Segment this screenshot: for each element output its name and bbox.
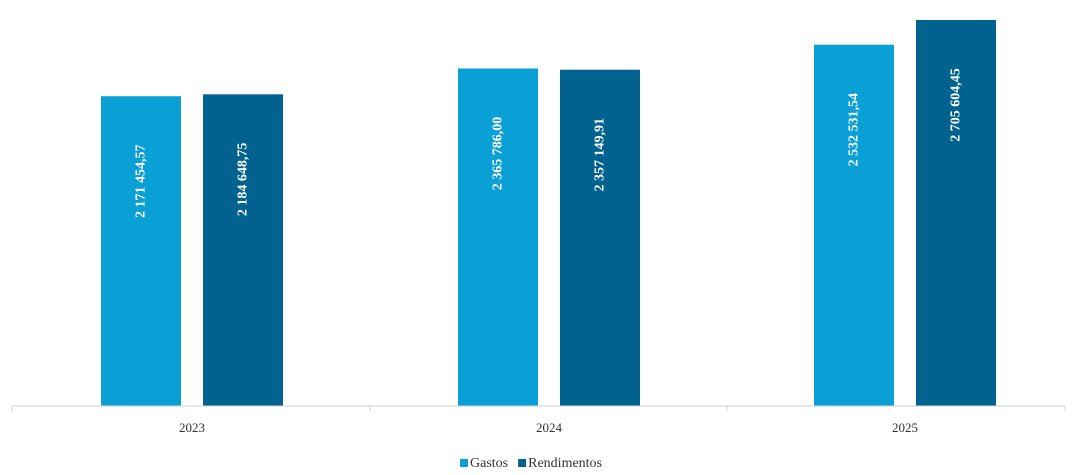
x-tick-label-2024: 2024 xyxy=(536,420,563,435)
x-axis-tick-labels: 2023 2024 2025 xyxy=(179,420,918,435)
x-tick-label-2025: 2025 xyxy=(892,420,918,435)
bar-gastos-2024 xyxy=(458,68,538,406)
x-axis-ticks xyxy=(11,406,1066,411)
data-labels-group: 2 171 454,57 2 184 648,75 2 365 786,00 2 35… xyxy=(134,68,964,218)
x-tick-label-2023: 2023 xyxy=(179,420,205,435)
data-label-gastos-2023: 2 171 454,57 xyxy=(134,144,149,218)
data-label-rendimentos-2023: 2 184 648,75 xyxy=(236,143,251,217)
legend-swatch-gastos xyxy=(460,459,468,467)
legend-label-rendimentos: Rendimentos xyxy=(528,456,602,471)
data-label-gastos-2025: 2 532 531,54 xyxy=(847,93,862,167)
bars-group xyxy=(101,20,996,407)
legend: Gastos Rendimentos xyxy=(460,456,602,471)
bar-gastos-2023 xyxy=(101,96,181,406)
bar-gastos-2025 xyxy=(814,44,894,406)
legend-swatch-rendimentos xyxy=(518,459,527,467)
bar-rendimentos-2023 xyxy=(203,94,283,407)
bar-rendimentos-2024 xyxy=(560,69,640,407)
data-label-gastos-2024: 2 365 786,00 xyxy=(491,117,506,191)
data-label-rendimentos-2024: 2 357 149,91 xyxy=(593,118,608,192)
legend-label-gastos: Gastos xyxy=(470,456,508,471)
data-label-rendimentos-2025: 2 705 604,45 xyxy=(949,68,964,142)
bar-rendimentos-2025 xyxy=(916,20,996,406)
